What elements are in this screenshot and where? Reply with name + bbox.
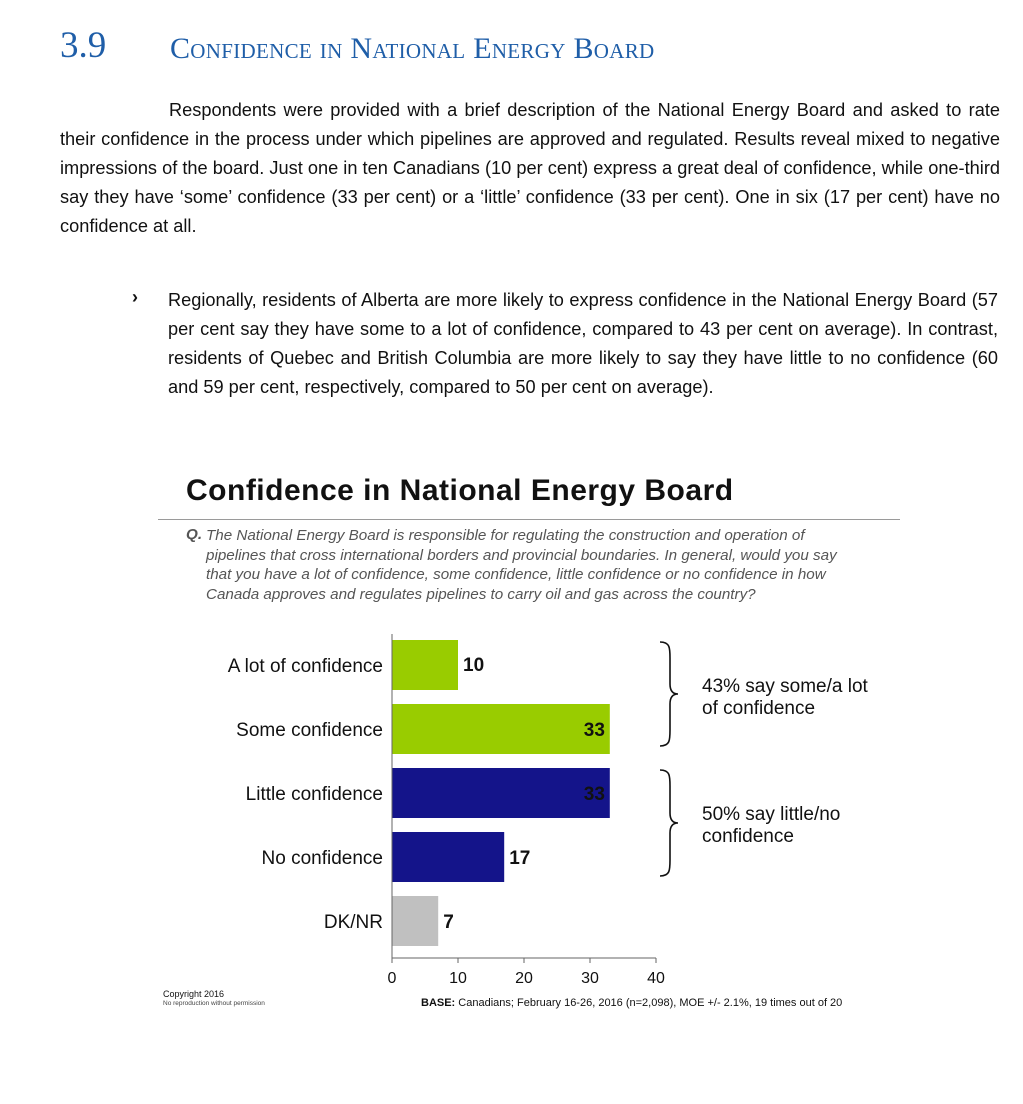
x-tick-label: 0 (388, 970, 397, 987)
bar-some-confidence (392, 704, 610, 754)
data-label: 7 (443, 912, 454, 933)
brace-confidence (659, 641, 679, 747)
base-label: BASE: (421, 997, 456, 1009)
reproduction-notice: No reproduction without permission (163, 1000, 265, 1007)
bar-no-confidence (392, 832, 505, 882)
category-label: DK/NR (324, 912, 383, 933)
x-tick-label: 30 (581, 970, 599, 987)
question-label: Q. (186, 526, 203, 543)
category-label: Some confidence (236, 720, 383, 741)
category-label: No confidence (262, 848, 383, 869)
data-label: 33 (584, 784, 605, 805)
bullet-marker: › (132, 287, 138, 307)
copyright-block: Copyright 2016 No reproduction without p… (163, 989, 265, 1009)
bar-little-confidence (392, 768, 610, 818)
brace-no-confidence (659, 769, 679, 877)
copyright-text: Copyright 2016 (163, 989, 225, 999)
x-tick-label: 10 (449, 970, 467, 987)
section-title: Confidence in National Energy Board (170, 32, 655, 65)
data-label: 10 (463, 655, 484, 676)
annotation-text: confidence (702, 826, 794, 847)
base-text: Canadians; February 16-26, 2016 (n=2,098… (458, 997, 843, 1009)
annotation-text: 43% say some/a lot (702, 676, 869, 697)
section-number: 3.9 (60, 25, 107, 66)
category-label: Little confidence (246, 784, 383, 805)
annotation-text: of confidence (702, 698, 815, 719)
bar-a-lot-of-confidence (392, 640, 458, 690)
annotation-text: 50% say little/no (702, 804, 840, 825)
x-tick-label: 20 (515, 970, 533, 987)
data-label: 33 (584, 720, 605, 741)
question-text: The National Energy Board is responsible… (206, 527, 837, 603)
bar-dk-nr (392, 896, 439, 946)
category-label: A lot of confidence (228, 656, 383, 677)
bullet-text: Regionally, residents of Alberta are mor… (168, 290, 998, 397)
base-note: BASE: Canadians; February 16-26, 2016 (n… (421, 997, 842, 1009)
chart-title: Confidence in National Energy Board (186, 474, 734, 507)
x-tick-label: 40 (647, 970, 665, 987)
data-label: 17 (509, 848, 530, 869)
intro-paragraph: Respondents were provided with a brief d… (60, 100, 1000, 236)
title-divider (158, 519, 900, 520)
